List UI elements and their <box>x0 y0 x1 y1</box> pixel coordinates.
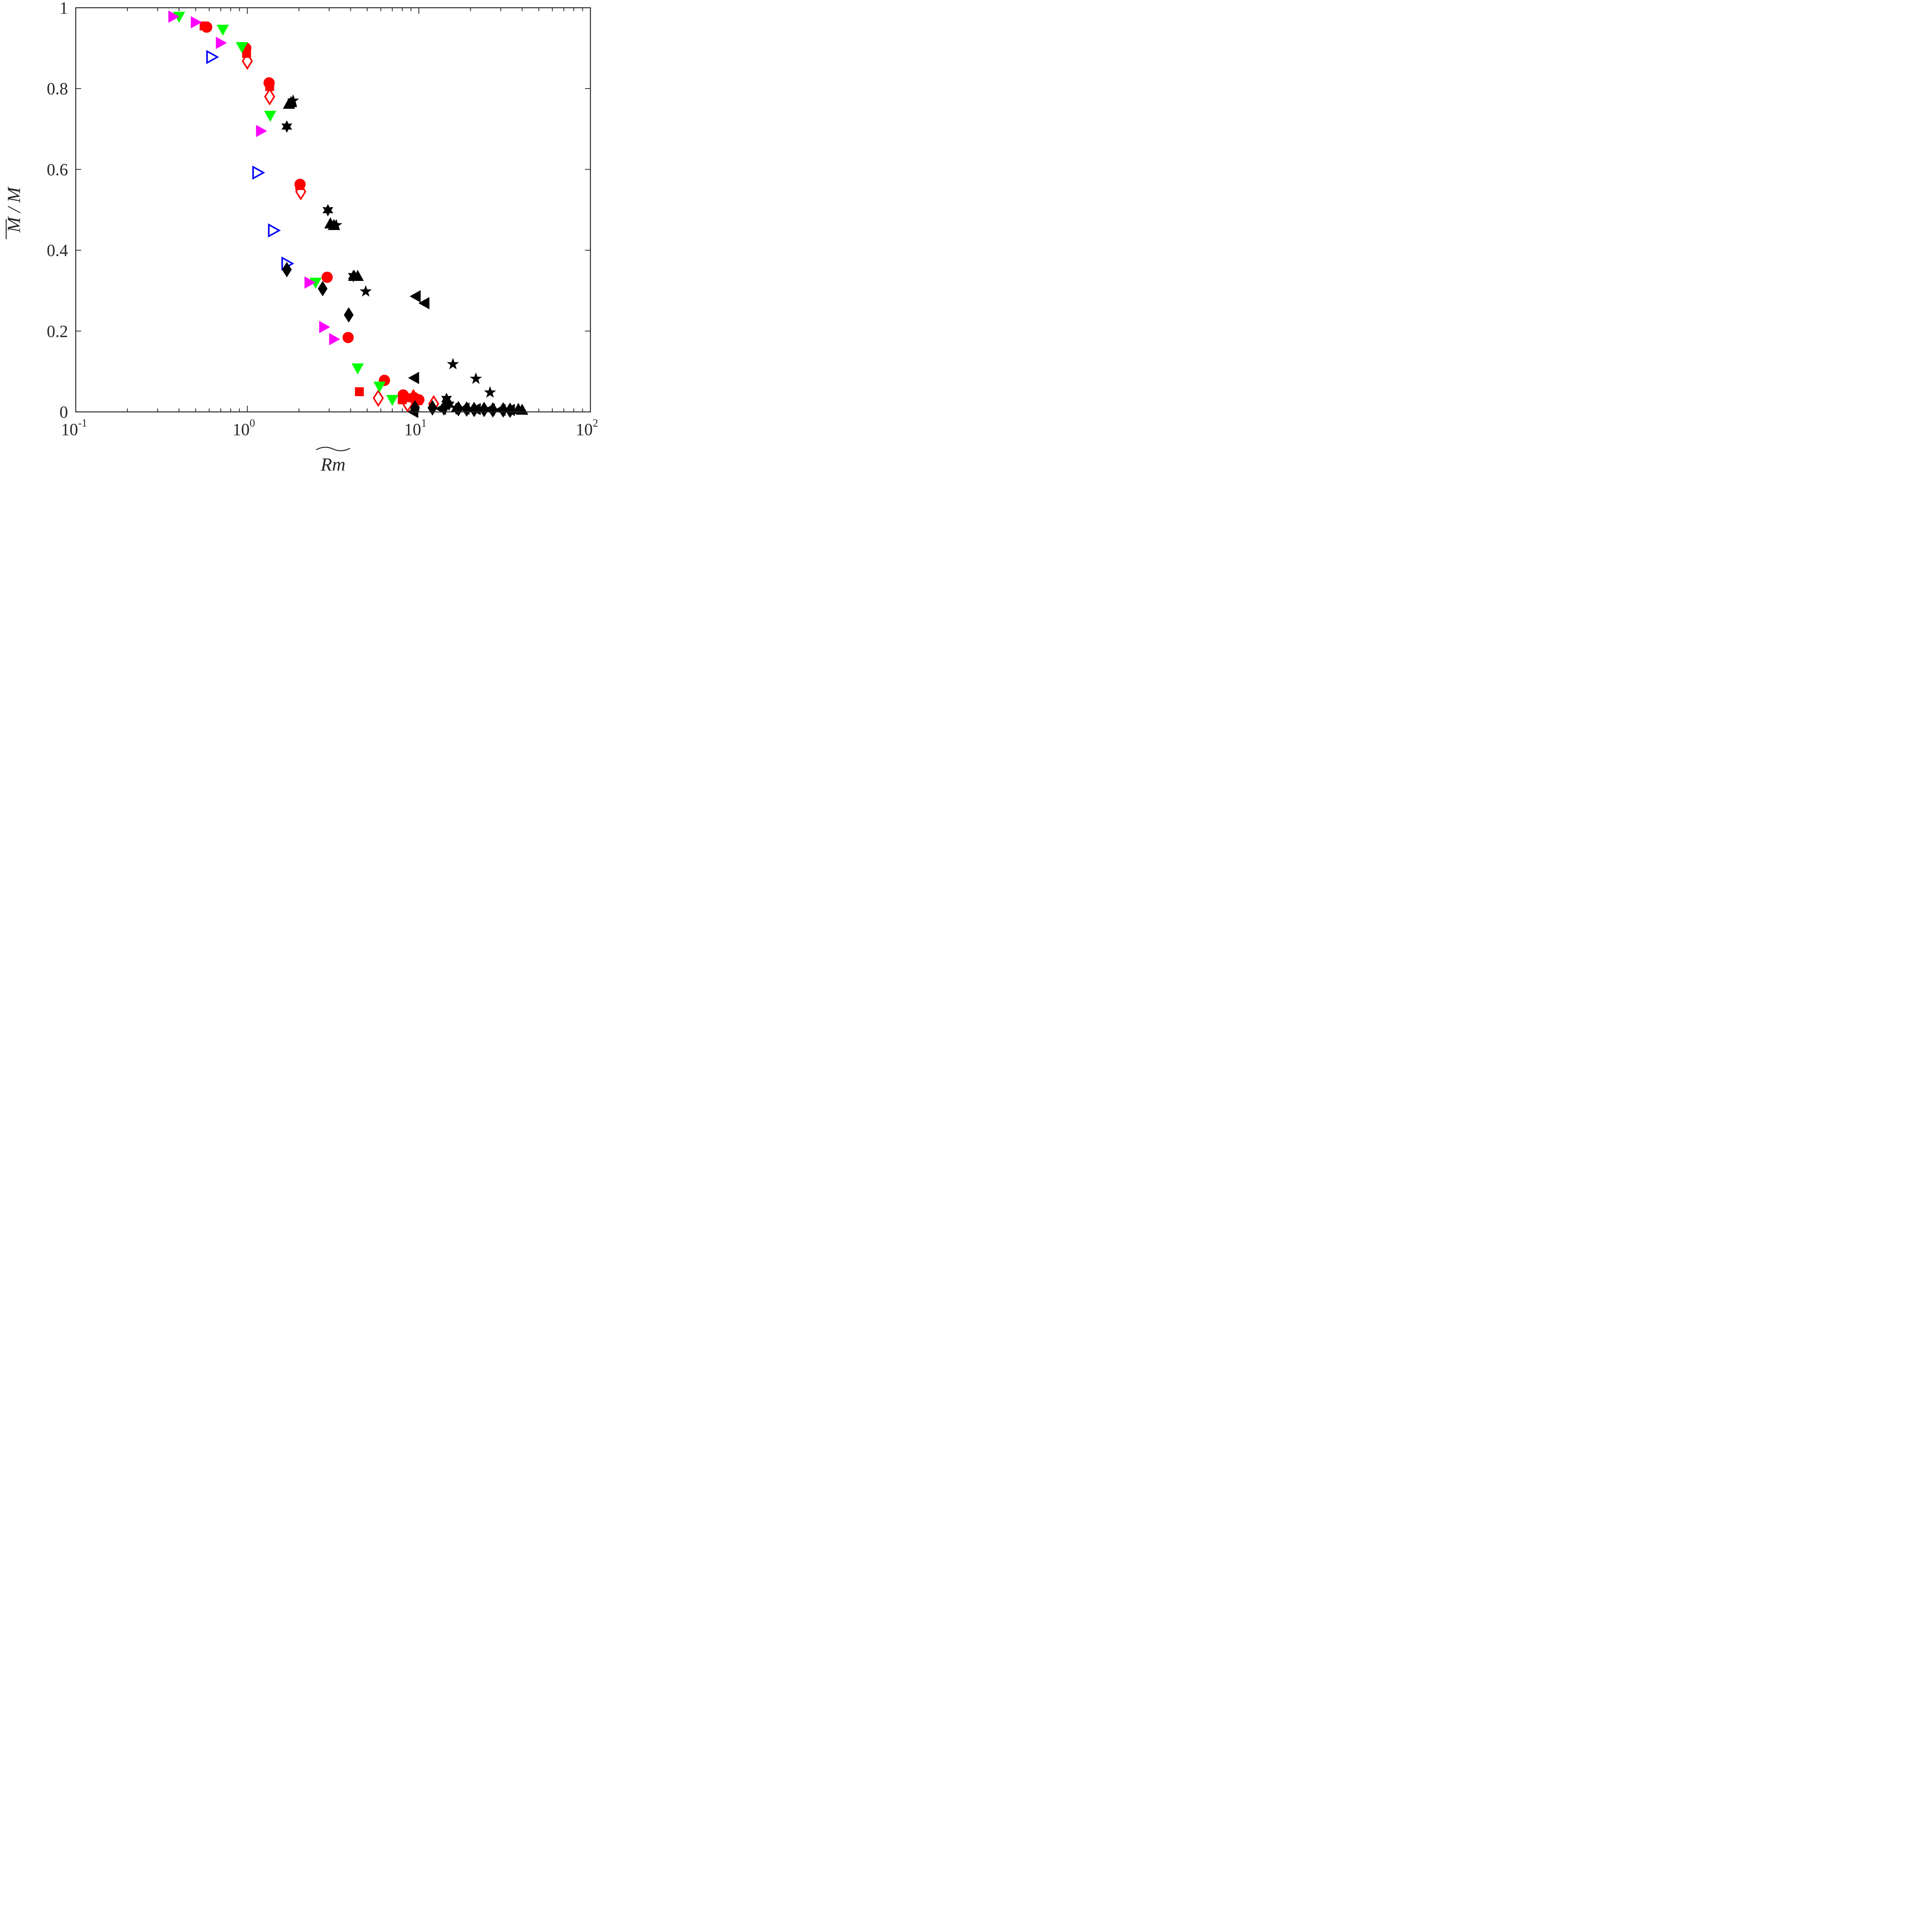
x-tick-label: 10 <box>404 420 421 439</box>
x-tick-exponent: -1 <box>78 417 87 429</box>
scatter-chart: 10 -1 10 0 10 1 10 200.20.40.60.81 Rm M / M <box>0 0 606 482</box>
series-triangle-down-3 <box>173 12 399 406</box>
x-tick-label: 10 <box>576 420 593 439</box>
data-point <box>344 307 354 323</box>
data-point <box>216 37 227 49</box>
data-point <box>355 387 364 396</box>
series-hexagram-8 <box>281 120 462 415</box>
data-point <box>451 402 462 415</box>
data-point <box>342 332 354 344</box>
y-axis-label-text: M / M <box>4 186 24 233</box>
data-point <box>322 204 333 217</box>
data-point <box>295 183 306 201</box>
y-axis-label: M / M <box>4 186 24 239</box>
y-tick-label: 0 <box>60 403 68 422</box>
data-point <box>348 270 359 282</box>
data-point <box>242 52 253 70</box>
data-point <box>408 372 419 384</box>
data-point <box>330 219 342 231</box>
data-point <box>359 285 372 297</box>
data-point <box>216 24 229 36</box>
data-point <box>410 290 421 303</box>
x-tick-exponent: 1 <box>421 417 427 429</box>
data-point <box>503 403 515 416</box>
x-axis-label-text: Rm <box>320 454 345 475</box>
data-point <box>469 372 482 384</box>
data-point <box>236 42 248 53</box>
series-triangle-right-4 <box>168 10 340 345</box>
data-point <box>418 297 430 310</box>
data-point <box>199 21 209 31</box>
data-point <box>321 272 333 283</box>
data-point <box>282 262 292 277</box>
x-tick-label: 10 <box>233 420 250 439</box>
data-point <box>372 389 384 407</box>
tick-labels: 10 -1 10 0 10 1 10 200.20.40.60.81 <box>47 0 598 439</box>
data-point <box>206 50 219 65</box>
data-point <box>304 276 316 289</box>
data-point <box>190 16 202 29</box>
data-point <box>281 120 293 133</box>
data-point <box>319 321 330 333</box>
data-point <box>351 363 364 375</box>
data-point <box>444 398 455 411</box>
data-point <box>386 395 399 406</box>
x-tick-label: 10 <box>61 420 78 439</box>
data-point <box>484 386 496 398</box>
data-point <box>252 165 265 180</box>
data-point <box>264 88 276 105</box>
y-tick-label: 1 <box>60 0 68 17</box>
x-axis-label: Rm <box>316 447 350 475</box>
series-pentagram-9 <box>287 94 496 398</box>
x-axis-label-tilde <box>316 447 350 451</box>
data-point <box>264 111 277 122</box>
x-tick-exponent: 2 <box>593 417 598 429</box>
chart-background <box>0 0 606 482</box>
data-point <box>329 333 340 345</box>
data-point <box>256 125 267 137</box>
plot-frame <box>75 7 591 413</box>
data-point <box>447 358 459 369</box>
y-tick-label: 0.4 <box>47 241 68 260</box>
x-tick-exponent: 0 <box>250 417 255 429</box>
data-point <box>265 82 274 91</box>
data-point <box>287 94 299 106</box>
y-tick-label: 0.6 <box>47 160 68 179</box>
y-tick-label: 0.2 <box>47 322 68 341</box>
data-point <box>268 223 281 238</box>
data-point <box>373 381 386 393</box>
data-point <box>168 10 180 23</box>
y-tick-label: 0.8 <box>47 79 68 98</box>
data-point <box>318 281 328 296</box>
